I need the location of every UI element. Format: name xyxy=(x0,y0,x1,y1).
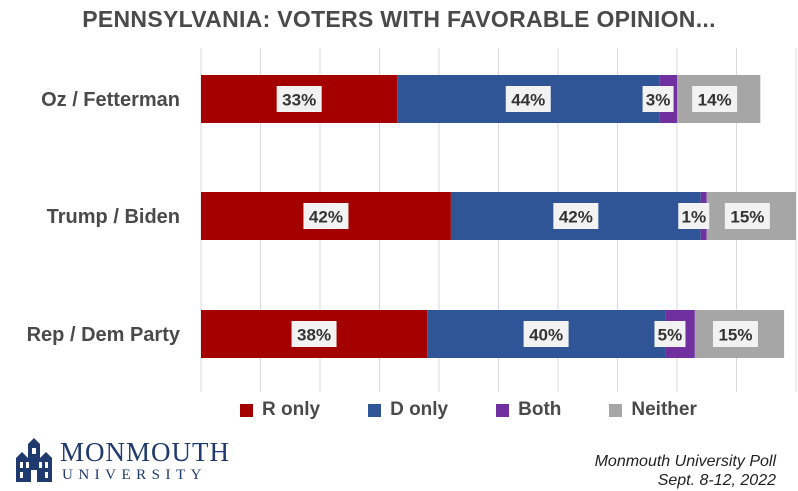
value-label-box xyxy=(523,321,569,347)
value-label: 44% xyxy=(511,91,545,110)
legend-swatch-r-only xyxy=(240,403,253,417)
value-label: 1% xyxy=(681,208,706,227)
legend-swatch-d-only xyxy=(368,403,382,417)
value-label: 42% xyxy=(309,208,343,227)
value-label-box xyxy=(692,86,738,112)
value-label-box xyxy=(553,203,599,229)
value-label-box xyxy=(724,203,770,229)
source-line-2: Sept. 8-12, 2022 xyxy=(657,472,776,489)
value-label-box xyxy=(276,86,322,112)
value-label: 5% xyxy=(658,326,683,345)
value-label: 42% xyxy=(559,208,593,227)
logo-subtitle: UNIVERSITY xyxy=(62,467,207,483)
value-label: 15% xyxy=(730,208,764,227)
legend-swatch-neither xyxy=(609,403,623,417)
value-label: 3% xyxy=(646,91,671,110)
source-note: Monmouth University Poll Sept. 8-12, 202… xyxy=(595,452,776,490)
value-label: 38% xyxy=(297,326,331,345)
value-label: 33% xyxy=(282,91,316,110)
logo-name: MONMOUTH xyxy=(60,437,230,467)
value-label: 40% xyxy=(529,326,563,345)
legend-item-neither: Neither xyxy=(609,399,697,421)
legend-label-r-only: R only xyxy=(262,399,321,420)
legend-label-both: Both xyxy=(518,399,562,420)
legend-label-d-only: D only xyxy=(390,399,449,420)
value-label-box xyxy=(678,203,710,229)
legend-swatch-both xyxy=(496,403,510,417)
category-label: Trump / Biden xyxy=(47,206,180,228)
value-label-box xyxy=(654,321,686,347)
value-label-box xyxy=(642,86,674,112)
value-label: 15% xyxy=(718,326,752,345)
legend-label-neither: Neither xyxy=(631,399,697,420)
value-label: 14% xyxy=(698,91,732,110)
value-label-box xyxy=(303,203,349,229)
building-icon xyxy=(16,438,52,482)
value-label-box xyxy=(712,321,758,347)
value-label-box xyxy=(291,321,337,347)
legend: R only D only Both Neither xyxy=(240,399,745,421)
stacked-bar-chart: Oz / Fetterman Trump / Biden Rep / Dem Par… xyxy=(27,48,797,392)
legend-item-both: Both xyxy=(496,399,561,421)
legend-item-r-only: R only xyxy=(240,399,320,421)
chart-title: PENNSYLVANIA: VOTERS WITH FAVORABLE OPIN… xyxy=(82,6,716,32)
university-logo: MONMOUTH UNIVERSITY xyxy=(14,438,230,484)
legend-item-d-only: D only xyxy=(368,399,448,421)
category-label: Rep / Dem Party xyxy=(27,324,181,346)
value-label-box xyxy=(505,86,551,112)
category-label: Oz / Fetterman xyxy=(41,89,180,111)
source-line-1: Monmouth University Poll xyxy=(594,453,776,470)
